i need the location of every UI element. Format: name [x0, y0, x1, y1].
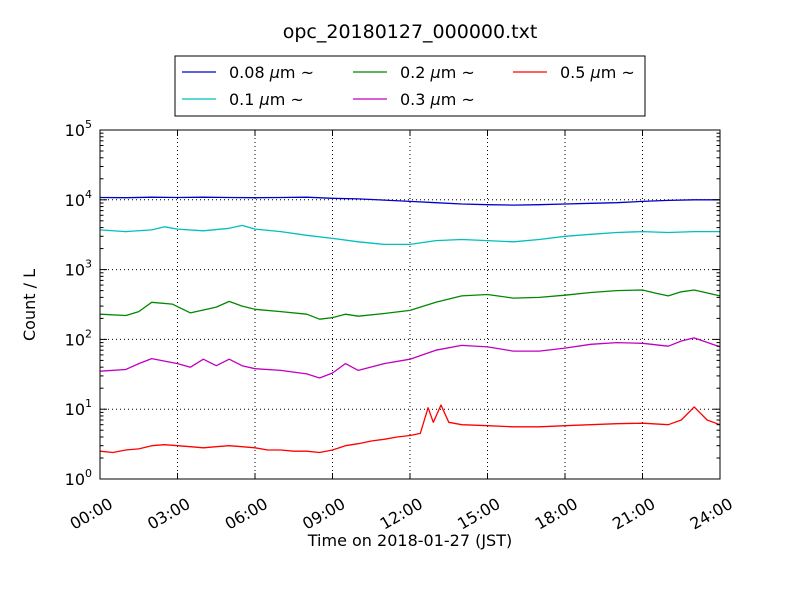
y-tick-labels: 100 101 102 103 104 105	[65, 118, 92, 489]
series-line-4	[99, 404, 721, 454]
x-axis-label: Time on 2018-01-27 (JST)	[307, 531, 512, 550]
legend-item: 0.1 μm ~	[182, 90, 304, 109]
legend-item: 0.08 μm ~	[182, 63, 314, 82]
legend-item: 0.3 μm ~	[353, 90, 475, 109]
y-tick-label: 104	[65, 188, 92, 210]
y-tick-label: 100	[65, 467, 92, 489]
y-tick-label: 101	[65, 397, 92, 419]
series-line-2	[99, 289, 721, 320]
y-axis-label: Count / L	[20, 269, 39, 341]
legend-item: 0.2 μm ~	[353, 63, 475, 82]
legend-label: 0.3 μm ~	[400, 90, 475, 109]
grid-lines	[100, 130, 720, 479]
legend-label: 0.1 μm ~	[229, 90, 304, 109]
legend-label: 0.5 μm ~	[560, 63, 635, 82]
y-tick-label: 103	[65, 258, 92, 280]
series-line-0	[99, 196, 720, 206]
series-line-3	[99, 337, 721, 379]
series-line-1	[99, 224, 720, 246]
series-lines	[99, 196, 721, 454]
y-tick-label: 105	[65, 118, 92, 140]
legend-item: 0.5 μm ~	[513, 63, 635, 82]
chart-title: opc_20180127_000000.txt	[283, 21, 538, 43]
axis-ticks	[99, 129, 721, 480]
legend-label: 0.2 μm ~	[400, 63, 475, 82]
plot-area	[99, 129, 721, 480]
legend-label: 0.08 μm ~	[229, 63, 314, 82]
legend-box	[174, 55, 646, 117]
legend: 0.08 μm ~ 0.1 μm ~ 0.2 μm ~ 0.3 μm ~ 0.5 μm …	[174, 55, 646, 117]
y-tick-label: 102	[65, 327, 92, 349]
